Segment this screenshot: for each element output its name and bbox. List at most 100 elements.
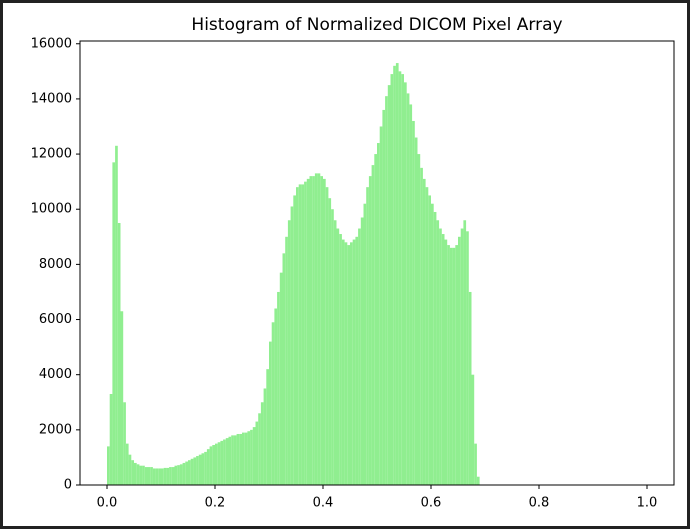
bar bbox=[352, 239, 356, 485]
bar bbox=[463, 220, 467, 486]
bar bbox=[433, 211, 437, 485]
bar bbox=[296, 187, 299, 485]
bar bbox=[134, 462, 137, 485]
bar bbox=[188, 460, 191, 485]
bar bbox=[293, 195, 296, 485]
y-tick-label: 6000 bbox=[39, 312, 72, 327]
bar bbox=[279, 272, 283, 485]
bar bbox=[233, 435, 237, 485]
bar bbox=[404, 82, 407, 486]
bar bbox=[325, 187, 329, 485]
bar bbox=[420, 167, 423, 485]
bar bbox=[441, 234, 445, 485]
bar bbox=[107, 446, 110, 485]
bar bbox=[285, 236, 288, 485]
bar bbox=[220, 440, 224, 485]
bar bbox=[366, 187, 369, 485]
bar bbox=[185, 461, 188, 485]
bar bbox=[258, 413, 261, 485]
bar bbox=[406, 93, 410, 485]
bar bbox=[239, 433, 242, 485]
y-tick-label: 8000 bbox=[39, 257, 72, 272]
bar bbox=[136, 464, 140, 485]
bar bbox=[452, 247, 456, 485]
bar bbox=[371, 165, 375, 486]
bar bbox=[206, 449, 210, 485]
bar bbox=[120, 311, 124, 485]
bar bbox=[331, 209, 334, 485]
bar bbox=[125, 443, 129, 485]
bar bbox=[142, 465, 145, 485]
bar bbox=[401, 74, 404, 485]
bar bbox=[196, 456, 199, 485]
bar bbox=[393, 65, 396, 485]
bar bbox=[439, 228, 442, 485]
bar bbox=[171, 467, 175, 485]
bar bbox=[358, 228, 361, 485]
bar bbox=[144, 467, 148, 485]
bar bbox=[314, 173, 318, 485]
bar bbox=[458, 236, 461, 485]
bar bbox=[277, 291, 280, 485]
bar bbox=[247, 431, 251, 485]
bar bbox=[398, 71, 402, 486]
bar bbox=[320, 176, 323, 485]
bar bbox=[344, 242, 348, 485]
bar bbox=[301, 184, 305, 485]
bar bbox=[377, 143, 380, 485]
bar bbox=[193, 457, 197, 485]
x-tick-label: 0.0 bbox=[97, 496, 118, 511]
bar bbox=[274, 308, 278, 485]
bar bbox=[309, 176, 313, 485]
bar bbox=[252, 427, 256, 485]
bar bbox=[328, 198, 332, 485]
bar bbox=[242, 432, 245, 485]
bar bbox=[215, 443, 218, 485]
y-tick-label: 10000 bbox=[31, 202, 72, 217]
bar bbox=[255, 421, 259, 485]
chart-title: Histogram of Normalized DICOM Pixel Arra… bbox=[191, 15, 562, 35]
bar bbox=[363, 203, 367, 485]
bar bbox=[360, 217, 364, 485]
bar bbox=[431, 203, 434, 485]
bar bbox=[150, 467, 153, 485]
bar bbox=[355, 236, 359, 485]
bar bbox=[225, 438, 229, 485]
bar bbox=[179, 464, 183, 485]
bar bbox=[112, 162, 116, 485]
bar bbox=[449, 247, 453, 485]
bar bbox=[109, 393, 113, 485]
bar bbox=[169, 467, 172, 485]
bar bbox=[476, 476, 480, 485]
bar bbox=[471, 374, 475, 485]
bar bbox=[455, 245, 458, 485]
bar bbox=[368, 176, 372, 485]
bar bbox=[182, 462, 186, 485]
bar bbox=[374, 154, 377, 485]
bar bbox=[198, 454, 202, 485]
bar bbox=[414, 137, 418, 486]
y-tick-label: 16000 bbox=[31, 36, 72, 51]
y-tick-label: 12000 bbox=[31, 147, 72, 162]
bar bbox=[304, 181, 307, 485]
bar bbox=[282, 253, 286, 485]
bar bbox=[158, 468, 161, 485]
bar bbox=[428, 195, 431, 485]
bar bbox=[166, 467, 170, 485]
y-tick-label: 0 bbox=[64, 478, 72, 493]
bar bbox=[287, 220, 291, 486]
bar bbox=[250, 429, 253, 485]
bar bbox=[161, 468, 164, 485]
x-tick-label: 0.4 bbox=[313, 496, 334, 511]
bar bbox=[466, 231, 469, 485]
bar bbox=[217, 442, 221, 485]
x-tick-label: 0.6 bbox=[421, 496, 442, 511]
bar bbox=[244, 432, 248, 485]
axes-frame bbox=[79, 40, 675, 486]
bar bbox=[269, 341, 272, 485]
bar bbox=[306, 178, 310, 486]
bar bbox=[436, 220, 440, 486]
bar bbox=[263, 388, 267, 485]
bar bbox=[212, 445, 215, 485]
